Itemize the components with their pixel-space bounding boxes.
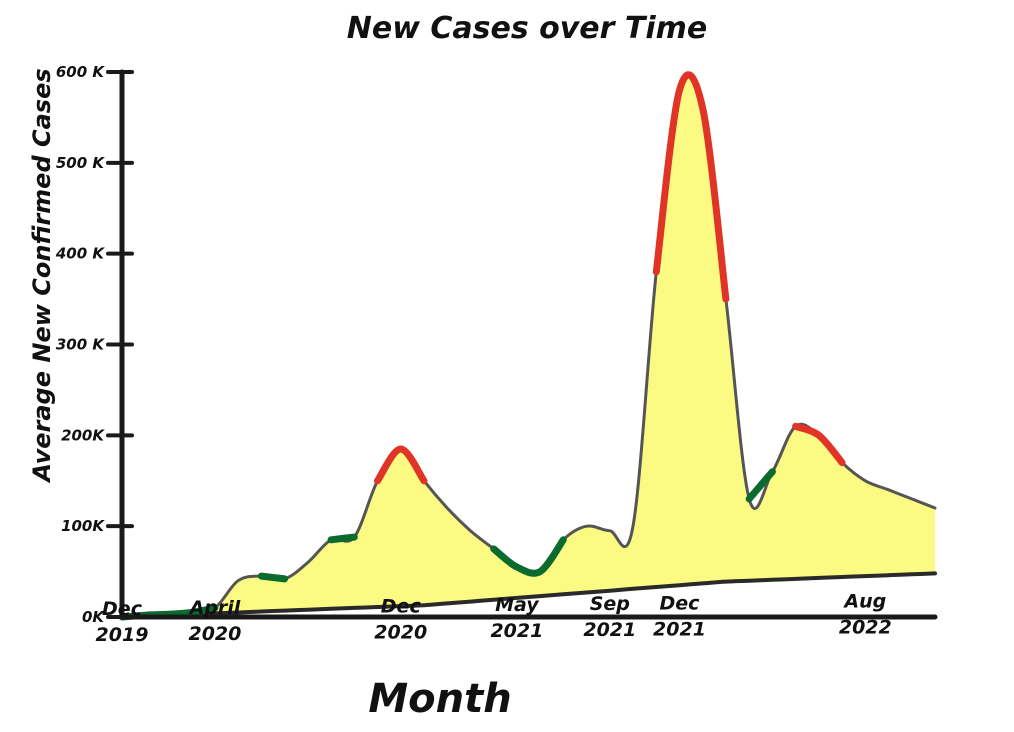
area-fill <box>122 74 935 617</box>
highlight-low-1 <box>257 572 289 583</box>
chart-title: New Cases over Time <box>347 11 707 46</box>
highlight-low-2 <box>327 533 358 544</box>
x-tick-label: April 2020 <box>188 597 242 645</box>
x-axis-label: Month <box>368 676 511 722</box>
y-tick-label: 300 K <box>56 336 106 354</box>
x-tick-label: Dec 2021 <box>653 593 706 641</box>
y-tick-label: 600 K <box>56 63 106 81</box>
highlight-low-4 <box>745 468 776 503</box>
trend-baseline-line <box>120 571 937 619</box>
y-tick-label: 100K <box>61 517 105 535</box>
plot-area <box>118 71 937 621</box>
highlight-high-7 <box>792 422 846 467</box>
x-ticks: Dec 2019 April 2020 Dec 2020 May 2021 Sep 2021 Dec… <box>96 591 892 646</box>
y-tick-label: 500 K <box>56 154 106 172</box>
x-tick-label: Aug 2022 <box>839 591 892 639</box>
y-axis-label: Average New Confirmed Cases <box>28 68 56 483</box>
y-tick-label: 400 K <box>55 245 106 263</box>
highlight-high-6 <box>652 71 730 303</box>
highlight-low-3 <box>490 536 567 577</box>
y-ticks: 0K 100K 200K 300 K 400 K 500 K 600 K <box>55 63 134 626</box>
x-tick-label: Sep 2021 <box>583 593 636 641</box>
highlight-high-5 <box>374 445 428 485</box>
y-tick-label: 200K <box>61 426 105 444</box>
x-tick-label: Dec 2019 <box>96 598 149 646</box>
x-tick-label: May 2021 <box>490 594 543 642</box>
x-tick-label: Dec 2020 <box>374 595 427 643</box>
y-tick-label: 0K <box>82 608 105 626</box>
